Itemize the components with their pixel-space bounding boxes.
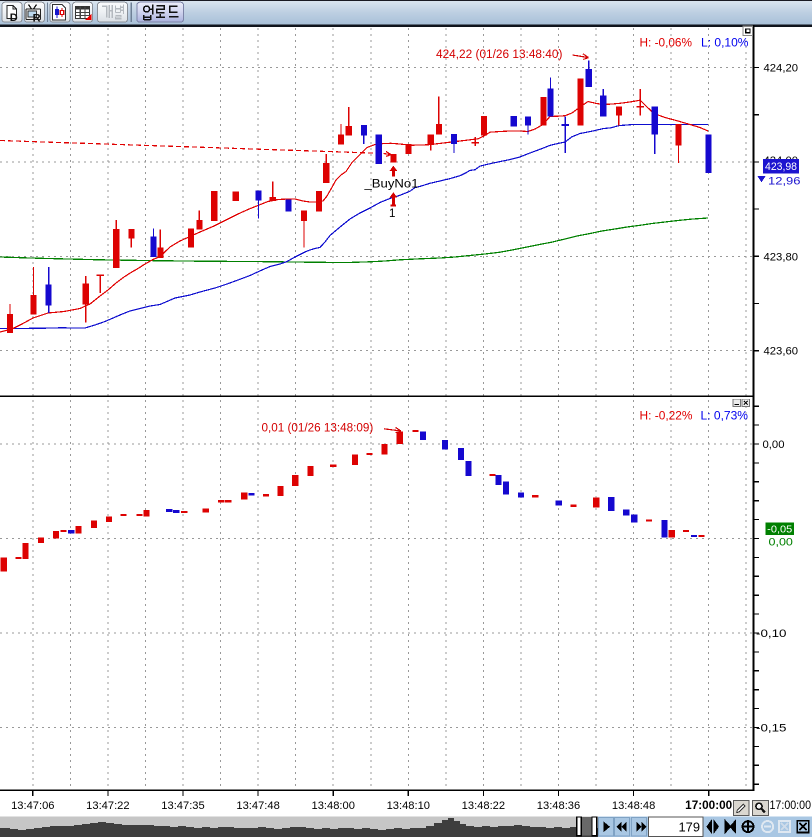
svg-text:-0,10: -0,10 [756,628,787,640]
svg-text:17:00:00: 17:00:00 [770,800,812,812]
svg-text:13:47:48: 13:47:48 [236,800,279,812]
svg-text:L: 0,10%: L: 0,10% [701,38,749,50]
svg-text:1: 1 [389,208,395,220]
svg-text:R: R [33,13,41,25]
svg-text:13:48:00: 13:48:00 [312,800,355,812]
svg-text:13:48:22: 13:48:22 [462,800,505,812]
svg-text:-0,15: -0,15 [756,723,787,735]
svg-text:13:48:36: 13:48:36 [537,800,580,812]
svg-text:13:47:35: 13:47:35 [161,800,204,812]
svg-text:L: 0,73%: L: 0,73% [701,411,749,423]
svg-text:179: 179 [679,820,701,834]
svg-text:12,96: 12,96 [768,175,801,187]
svg-text:_BuyNo1: _BuyNo1 [363,179,418,191]
svg-text:H: -0,22%: H: -0,22% [640,411,693,423]
svg-text:423,80: 423,80 [764,251,799,263]
svg-text:13:48:10: 13:48:10 [387,800,430,812]
svg-text:-0,05: -0,05 [767,523,792,535]
svg-text:H: -0,06%: H: -0,06% [640,38,693,50]
svg-text:13:47:22: 13:47:22 [86,800,129,812]
svg-text:0,00: 0,00 [769,536,793,548]
svg-text:0,00: 0,00 [763,439,785,451]
svg-text:17:00:00: 17:00:00 [685,800,732,812]
svg-text:13:47:06: 13:47:06 [11,800,54,812]
svg-text:13:48:48: 13:48:48 [612,800,655,812]
svg-text:D: D [10,12,18,24]
svg-text:424,22 (01/26 13:48:40): 424,22 (01/26 13:48:40) [436,49,563,61]
svg-text:0,01 (01/26 13:48:09): 0,01 (01/26 13:48:09) [262,423,374,435]
svg-text:423,98: 423,98 [765,161,797,173]
svg-text:423,60: 423,60 [764,346,799,358]
svg-text:424,20: 424,20 [764,63,799,75]
